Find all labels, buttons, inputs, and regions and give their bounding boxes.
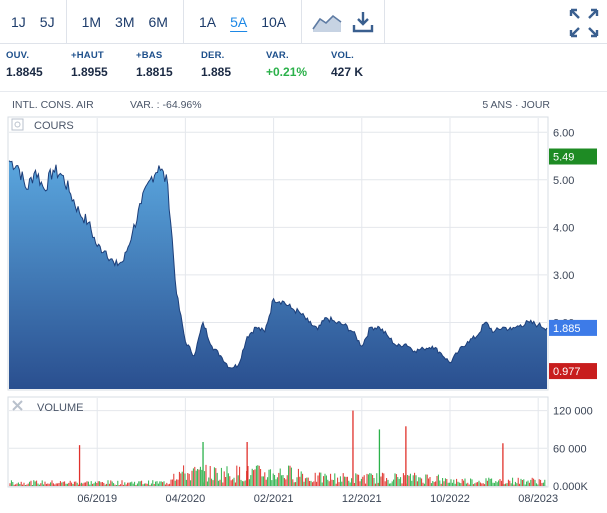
stat-last: DER. 1.885 bbox=[201, 50, 232, 79]
stat-low: +BAS 1.8815 bbox=[136, 50, 173, 79]
volume-bars bbox=[9, 410, 546, 486]
period-5j-button[interactable]: 5J bbox=[39, 13, 55, 30]
volume-panel-label: VOLUME bbox=[37, 402, 83, 414]
price-badges: 5.49 1.885 0.977 bbox=[549, 148, 597, 380]
period-3m-button[interactable]: 3M bbox=[115, 13, 135, 30]
period-6m-button[interactable]: 6M bbox=[148, 13, 168, 30]
period-1m-button[interactable]: 1M bbox=[81, 13, 102, 30]
stat-high: +HAUT 1.8955 bbox=[71, 50, 108, 79]
period-variation: VAR. : -64.96% bbox=[130, 99, 202, 111]
stat-variation: VAR. +0.21% bbox=[266, 50, 308, 79]
instrument-name: INTL. CONS. AIR bbox=[12, 99, 94, 111]
period-1j-button[interactable]: 1J bbox=[11, 13, 26, 30]
chart-tools bbox=[302, 0, 386, 44]
period-toolbar: 1J 5J 1M 3M 6M 1A 5A 10A bbox=[0, 0, 607, 44]
quote-stats: OUV. 1.8845 +HAUT 1.8955 +BAS 1.8815 DER… bbox=[0, 50, 607, 90]
close-icon[interactable] bbox=[12, 400, 23, 411]
price-chart: COURS 6.005.004.003.002.00 5.491.8850.97… bbox=[7, 116, 597, 505]
period-group-years: 1A 5A 10A bbox=[184, 0, 303, 44]
x-tick-label: 06/2019 bbox=[77, 493, 117, 505]
last-price-badge-text: 1.885 bbox=[553, 323, 581, 335]
stat-volume: VOL. 427 K bbox=[331, 50, 364, 79]
area-chart-icon[interactable] bbox=[312, 11, 342, 33]
period-group-days: 1J 5J bbox=[0, 0, 67, 44]
price-line bbox=[8, 160, 548, 369]
price-y-tick-label: 3.00 bbox=[553, 270, 574, 282]
price-y-tick-label: 4.00 bbox=[553, 222, 574, 234]
volume-panel-header: VOLUME bbox=[12, 400, 83, 414]
divider bbox=[0, 91, 607, 92]
x-tick-label: 02/2021 bbox=[254, 493, 294, 505]
volume-y-axis: 120 000 60 000 0.000K bbox=[553, 406, 593, 493]
gear-icon[interactable] bbox=[11, 118, 24, 131]
range-label: 5 ANS · JOUR bbox=[482, 99, 550, 111]
period-1a-button[interactable]: 1A bbox=[198, 13, 217, 30]
period-group-months: 1M 3M 6M bbox=[67, 0, 184, 44]
max-price-badge: 5.49 bbox=[549, 148, 597, 165]
volume-panel bbox=[7, 396, 549, 488]
price-y-tick-label: 6.00 bbox=[553, 127, 574, 139]
min-price-badge: 0.977 bbox=[549, 363, 597, 380]
download-icon[interactable] bbox=[352, 11, 374, 33]
x-tick-label: 12/2021 bbox=[342, 493, 382, 505]
stat-open: OUV. 1.8845 bbox=[6, 50, 43, 79]
min-price-badge-text: 0.977 bbox=[553, 366, 581, 378]
price-y-tick-label: 5.00 bbox=[553, 175, 574, 187]
x-tick-label: 10/2022 bbox=[430, 493, 470, 505]
period-10a-button[interactable]: 10A bbox=[261, 13, 287, 30]
period-5a-button[interactable]: 5A bbox=[230, 13, 248, 30]
max-price-badge-text: 5.49 bbox=[553, 152, 574, 164]
volume-y-tick-label: 0.000K bbox=[553, 481, 589, 493]
volume-y-tick-label: 60 000 bbox=[553, 443, 587, 455]
x-axis: 06/2019 04/2020 02/2021 12/2021 10/2022 08/20… bbox=[77, 493, 558, 505]
price-panel-header: COURS bbox=[11, 118, 74, 132]
x-tick-label: 04/2020 bbox=[166, 493, 206, 505]
x-tick-label: 08/2023 bbox=[518, 493, 558, 505]
price-area bbox=[9, 160, 547, 389]
price-panel-label: COURS bbox=[34, 120, 74, 132]
last-price-badge: 1.885 bbox=[549, 319, 597, 336]
fullscreen-icon[interactable] bbox=[569, 8, 599, 38]
volume-y-tick-label: 120 000 bbox=[553, 406, 593, 418]
